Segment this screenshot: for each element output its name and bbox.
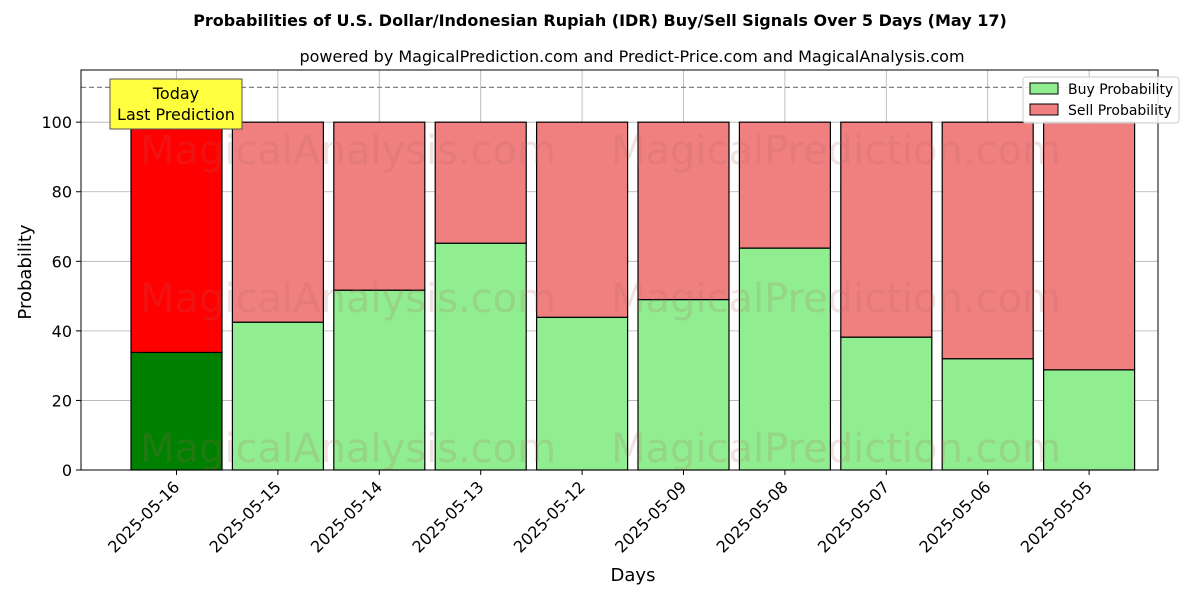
legend-layer[interactable]: Buy Probability Sell Probability bbox=[1022, 76, 1180, 124]
y-tick-label: 20 bbox=[52, 391, 72, 410]
watermark-text: MagicalAnalysis.com bbox=[140, 276, 556, 322]
sell-bar bbox=[231, 121, 324, 323]
x-tick-label: 2025-05-13 bbox=[408, 477, 487, 556]
sell-bar bbox=[130, 121, 223, 354]
x-tick-label: 2025-05-15 bbox=[206, 477, 285, 556]
buy-bar bbox=[434, 242, 527, 471]
watermark-text: MagicalAnalysis.com bbox=[140, 426, 556, 472]
buy-bar bbox=[941, 358, 1034, 471]
x-tick-label: 2025-05-06 bbox=[915, 477, 994, 556]
y-tick-label: 40 bbox=[52, 322, 72, 341]
annotation-line2: Last Prediction bbox=[117, 105, 235, 124]
watermark-text: MagicalAnalysis.com bbox=[140, 128, 556, 174]
legend-swatch bbox=[1029, 103, 1059, 116]
x-tick-label: 2025-05-16 bbox=[104, 477, 183, 556]
buy-bar bbox=[840, 336, 933, 471]
y-tick-label: 60 bbox=[52, 252, 72, 271]
x-tick-label: 2025-05-05 bbox=[1017, 477, 1096, 556]
y-axis-label: Probability bbox=[15, 224, 36, 319]
chart-subtitle: powered by MagicalPrediction.com and Pre… bbox=[299, 47, 964, 66]
sell-bar bbox=[637, 121, 730, 301]
annotation-layer: Today Last Prediction bbox=[109, 78, 243, 130]
legend-label: Sell Probability bbox=[1068, 103, 1172, 119]
sell-bar bbox=[738, 121, 832, 249]
sell-bar bbox=[535, 121, 629, 318]
sell-bar bbox=[434, 121, 527, 244]
sell-bar bbox=[840, 121, 933, 338]
annotation-line1: Today bbox=[152, 84, 199, 103]
legend-label: Buy Probability bbox=[1068, 82, 1173, 98]
y-tick-label: 80 bbox=[52, 183, 72, 202]
y-tick-label: 0 bbox=[62, 461, 72, 480]
x-tick-label: 2025-05-08 bbox=[713, 477, 792, 556]
watermark-text: MagicalPrediction.com bbox=[611, 426, 1061, 472]
x-tick-label: 2025-05-09 bbox=[611, 477, 690, 556]
sell-bar bbox=[941, 121, 1034, 360]
plot-frame bbox=[80, 69, 1159, 471]
legend-swatch bbox=[1029, 82, 1059, 95]
x-tick-label: 2025-05-12 bbox=[510, 477, 589, 556]
watermark-layer: MagicalAnalysis.com MagicalPrediction.com… bbox=[140, 128, 1061, 472]
y-tick-label: 100 bbox=[41, 113, 72, 132]
x-axis-label: Days bbox=[611, 565, 656, 586]
x-tick-label: 2025-05-14 bbox=[307, 477, 386, 556]
buy-bar bbox=[130, 351, 223, 471]
buy-bar bbox=[1042, 369, 1136, 471]
buy-bar bbox=[333, 289, 426, 471]
buy-bar bbox=[535, 316, 629, 471]
bars-layer bbox=[130, 121, 1136, 471]
watermark-text: MagicalPrediction.com bbox=[611, 276, 1061, 322]
annotation-box bbox=[109, 78, 243, 130]
watermark-text: MagicalPrediction.com bbox=[611, 128, 1061, 174]
chart-title: Probabilities of U.S. Dollar/Indonesian … bbox=[193, 11, 1007, 30]
legend-box bbox=[1022, 76, 1180, 124]
buy-bar bbox=[637, 298, 730, 471]
sell-bar bbox=[1042, 121, 1136, 371]
sell-bar bbox=[333, 121, 426, 291]
x-tick-label: 2025-05-07 bbox=[814, 477, 893, 556]
buy-bar bbox=[738, 247, 832, 471]
